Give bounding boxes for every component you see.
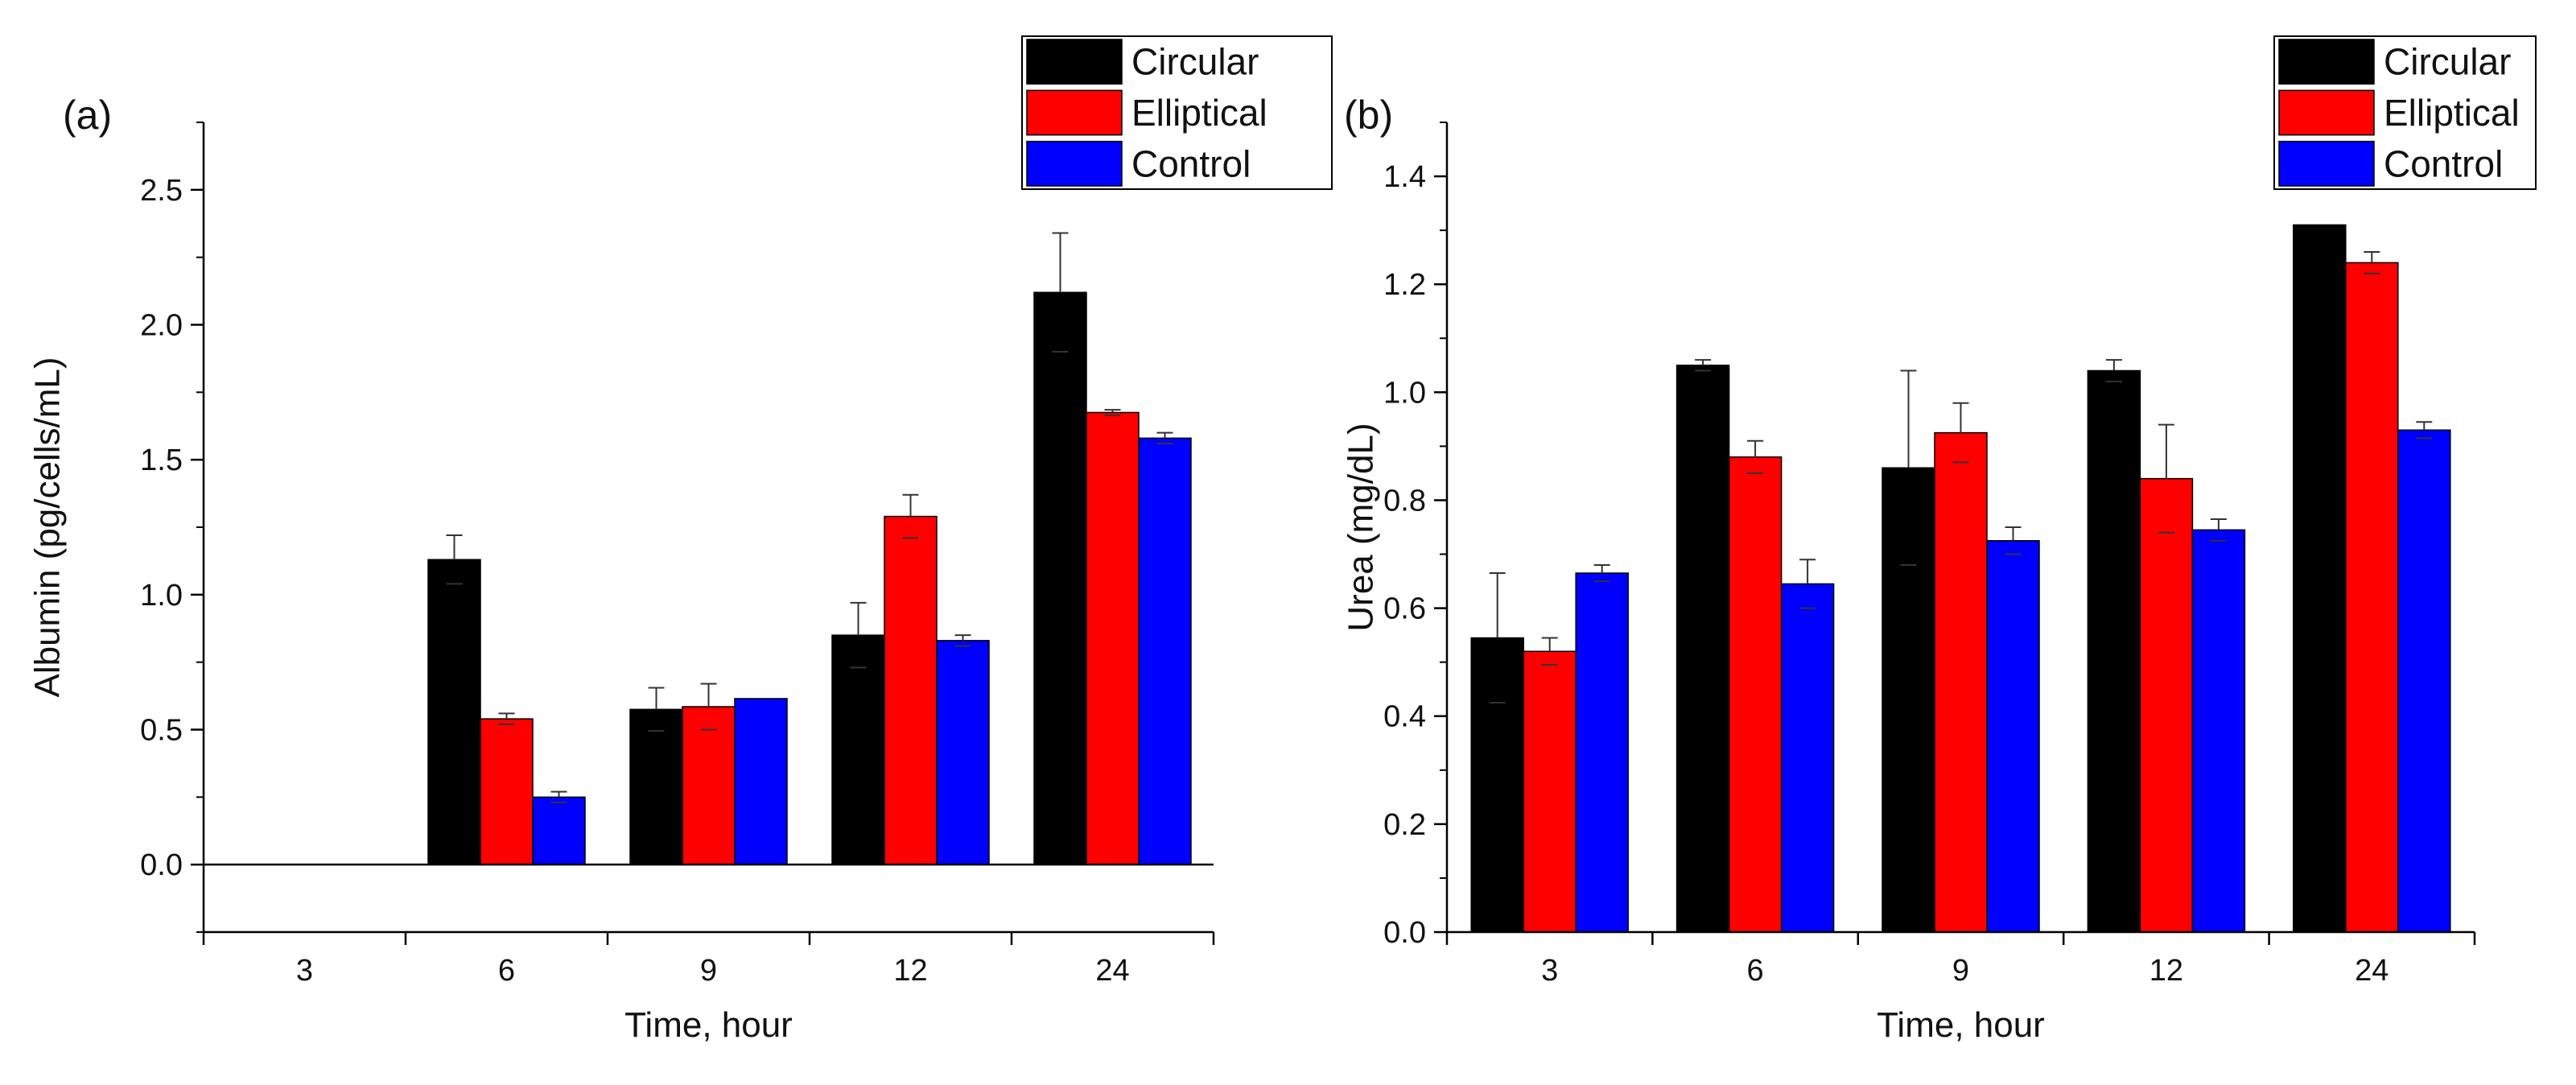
y-tick-label: 1.4 xyxy=(1383,160,1426,194)
error-bar-control-9 xyxy=(2005,526,2022,555)
x-tick-label: 9 xyxy=(700,954,717,988)
bar-control-24 xyxy=(2397,429,2451,933)
legend-swatch-control xyxy=(1026,140,1123,187)
error-bar-control-24 xyxy=(1156,431,1173,445)
x-tick-label: 24 xyxy=(1095,954,1129,988)
error-bar-control-3 xyxy=(1593,563,1610,583)
y-tick-label: 1.2 xyxy=(1383,268,1426,302)
bar-circular-24 xyxy=(1033,291,1087,865)
legend-label-control: Control xyxy=(2384,142,2503,184)
bar-elliptical-24 xyxy=(1086,411,1140,865)
error-bar-circular-6 xyxy=(446,534,463,585)
x-axis-title: Time, hour xyxy=(1877,1005,2045,1045)
bar-elliptical-9 xyxy=(1934,431,1988,933)
bar-elliptical-24 xyxy=(2345,262,2399,933)
error-bar-circular-24 xyxy=(1052,232,1069,353)
x-tick-label: 12 xyxy=(2149,954,2183,988)
legend-swatch-circular xyxy=(2278,39,2375,85)
error-bar-elliptical-9 xyxy=(700,683,717,731)
y-tick-label: 0.6 xyxy=(1383,592,1426,626)
bar-control-12 xyxy=(2191,529,2246,933)
error-bar-circular-6 xyxy=(1695,359,1712,372)
error-bar-circular-9 xyxy=(1900,369,1917,566)
y-tick-label: 0.2 xyxy=(1383,808,1426,842)
bar-control-12 xyxy=(936,640,990,865)
x-tick-label: 9 xyxy=(1952,954,1969,988)
x-tick-label: 3 xyxy=(296,954,313,988)
error-bar-circular-3 xyxy=(1489,572,1506,703)
x-tick-label: 12 xyxy=(893,954,927,988)
x-axis-title: Time, hour xyxy=(624,1005,793,1045)
y-tick-label: 1.5 xyxy=(140,443,183,477)
legend-swatch-circular xyxy=(1026,39,1123,85)
bar-control-24 xyxy=(1138,437,1192,865)
bar-control-6 xyxy=(1780,583,1835,933)
bar-control-6 xyxy=(532,796,586,865)
legend-label-elliptical: Elliptical xyxy=(2384,92,2520,134)
x-tick-label: 6 xyxy=(1747,954,1764,988)
y-tick-label: 0.8 xyxy=(1383,484,1426,518)
panel-label: (b) xyxy=(1344,93,1393,138)
legend: Circular Elliptical Control xyxy=(2273,35,2537,190)
bar-control-9 xyxy=(734,698,788,865)
y-tick-label: 2.0 xyxy=(140,309,183,343)
error-bar-circular-12 xyxy=(850,601,867,669)
bar-circular-9 xyxy=(1882,467,1935,933)
bar-elliptical-12 xyxy=(2139,477,2194,933)
bar-circular-24 xyxy=(2293,224,2347,933)
bar-circular-6 xyxy=(1675,365,1730,933)
bar-elliptical-9 xyxy=(682,706,736,865)
error-bar-control-6 xyxy=(550,790,567,804)
legend-label-circular: Circular xyxy=(1131,41,1259,83)
legend-swatch-elliptical xyxy=(2278,89,2375,136)
bar-elliptical-12 xyxy=(884,515,938,865)
error-bar-control-6 xyxy=(1799,559,1816,609)
error-bar-elliptical-24 xyxy=(1104,409,1121,416)
bar-elliptical-6 xyxy=(1728,456,1783,933)
error-bar-elliptical-3 xyxy=(1541,637,1558,666)
error-bar-control-12 xyxy=(954,634,971,647)
error-bar-circular-9 xyxy=(648,687,665,732)
bar-circular-12 xyxy=(831,634,885,865)
chart-panel-b: (b) 0.0 0.2 0.4 0.6 0.8 1.0 1.2 1.4 3 6 9 12 24 Time, … xyxy=(1341,35,2537,1045)
error-bar-control-24 xyxy=(2416,421,2433,439)
bar-control-3 xyxy=(1575,572,1629,933)
bar-elliptical-6 xyxy=(480,718,534,865)
legend-swatch-control xyxy=(2278,140,2375,187)
error-bar-control-12 xyxy=(2210,518,2227,542)
error-bar-elliptical-6 xyxy=(498,712,515,725)
y-tick-label: 0.0 xyxy=(140,848,183,882)
y-axis-title: Urea (mg/dL) xyxy=(1341,423,1380,631)
legend: Circular Elliptical Control xyxy=(1021,35,1333,190)
error-bar-elliptical-12 xyxy=(902,493,919,539)
bar-circular-6 xyxy=(427,559,481,865)
bar-circular-12 xyxy=(2087,369,2141,933)
x-tick-label: 3 xyxy=(1541,954,1558,988)
x-tick-label: 6 xyxy=(498,954,515,988)
legend-label-elliptical: Elliptical xyxy=(1131,92,1267,134)
bar-elliptical-3 xyxy=(1523,650,1577,933)
y-tick-label: 0.0 xyxy=(1383,916,1426,950)
bar-circular-3 xyxy=(1470,637,1524,933)
bar-control-9 xyxy=(1986,540,2040,933)
legend-swatch-elliptical xyxy=(1026,89,1123,136)
error-bar-elliptical-24 xyxy=(2364,250,2380,274)
y-tick-label: 1.0 xyxy=(140,579,183,613)
error-bar-elliptical-6 xyxy=(1747,439,1764,474)
error-bar-elliptical-9 xyxy=(1952,402,1969,464)
y-axis-title: Albumin (pg/cells/mL) xyxy=(27,357,67,697)
panel-label: (a) xyxy=(63,93,112,138)
legend-label-control: Control xyxy=(1131,142,1251,184)
y-tick-label: 0.5 xyxy=(140,714,183,748)
y-tick-label: 2.5 xyxy=(140,174,183,208)
error-bar-elliptical-12 xyxy=(2158,423,2174,534)
y-tick-label: 0.4 xyxy=(1383,700,1426,734)
chart-panel-a: (a) 0.0 0.5 1.0 1.5 2.0 2.5 3 6 9 12 24 Time, hour Al… xyxy=(27,35,1333,1045)
x-tick-label: 24 xyxy=(2355,954,2388,988)
error-bar-circular-12 xyxy=(2105,359,2122,382)
bar-circular-9 xyxy=(629,708,683,865)
legend-label-circular: Circular xyxy=(2384,41,2511,83)
y-tick-label: 1.0 xyxy=(1383,376,1426,410)
